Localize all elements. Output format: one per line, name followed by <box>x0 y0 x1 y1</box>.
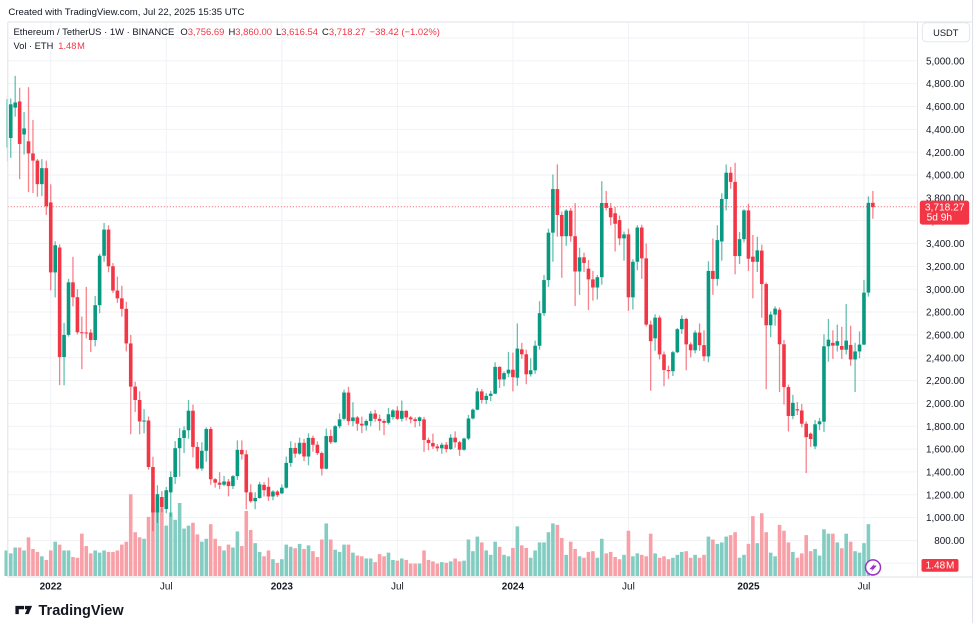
svg-text:2024: 2024 <box>502 582 525 593</box>
svg-text:Jul: Jul <box>622 582 635 593</box>
svg-text:2023: 2023 <box>271 582 294 593</box>
svg-text:1,000.00: 1,000.00 <box>926 513 965 524</box>
svg-text:2,400.00: 2,400.00 <box>926 353 965 364</box>
svg-text:4,400.00: 4,400.00 <box>926 125 965 136</box>
svg-text:3,000.00: 3,000.00 <box>926 285 965 296</box>
svg-text:1,600.00: 1,600.00 <box>926 445 965 456</box>
svg-text:2025: 2025 <box>737 582 760 593</box>
svg-text:1,200.00: 1,200.00 <box>926 490 965 501</box>
svg-text:4,000.00: 4,000.00 <box>926 171 965 182</box>
svg-text:800.00: 800.00 <box>934 536 965 547</box>
svg-text:5,000.00: 5,000.00 <box>926 56 965 67</box>
svg-text:3,800.00: 3,800.00 <box>926 193 965 204</box>
svg-text:2022: 2022 <box>40 582 63 593</box>
svg-text:3,718.27: 3,718.27 <box>925 202 965 213</box>
svg-text:1,400.00: 1,400.00 <box>926 468 965 479</box>
svg-text:2,000.00: 2,000.00 <box>926 399 965 410</box>
svg-text:4,200.00: 4,200.00 <box>926 148 965 159</box>
svg-text:1.48 M: 1.48 M <box>926 561 955 572</box>
svg-text:2,800.00: 2,800.00 <box>926 308 965 319</box>
svg-text:5d 9h: 5d 9h <box>927 212 953 223</box>
svg-text:TradingView: TradingView <box>39 603 125 619</box>
svg-text:3,200.00: 3,200.00 <box>926 262 965 273</box>
svg-text:4,600.00: 4,600.00 <box>926 102 965 113</box>
svg-text:Jul: Jul <box>858 582 871 593</box>
svg-text:1,800.00: 1,800.00 <box>926 422 965 433</box>
svg-text:USDT: USDT <box>933 28 959 38</box>
svg-text:Created with TradingView.com,: Created with TradingView.com, Jul 22, 20… <box>8 7 244 18</box>
svg-text:Jul: Jul <box>160 582 173 593</box>
svg-text:Jul: Jul <box>391 582 404 593</box>
svg-text:4,800.00: 4,800.00 <box>926 79 965 90</box>
svg-text:2,200.00: 2,200.00 <box>926 376 965 387</box>
svg-text:3,400.00: 3,400.00 <box>926 239 965 250</box>
svg-text:2,600.00: 2,600.00 <box>926 330 965 341</box>
